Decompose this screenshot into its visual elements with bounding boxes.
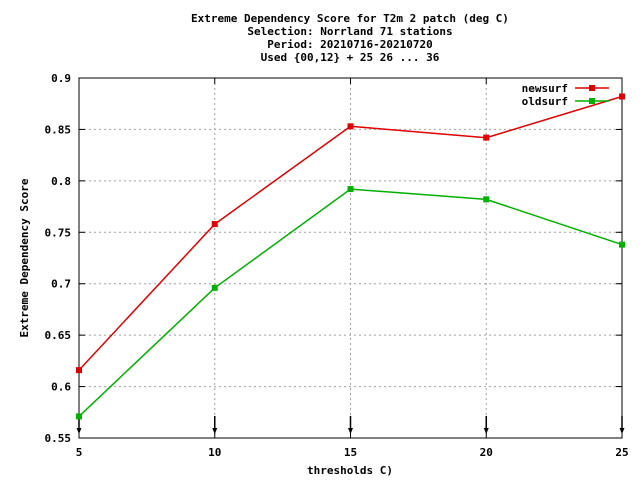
x-tick-label: 20 bbox=[480, 446, 493, 459]
threshold-markers bbox=[76, 416, 625, 434]
data-point-oldsurf bbox=[347, 186, 354, 193]
threshold-marker-arrow bbox=[212, 428, 218, 434]
y-tick-label: 0.7 bbox=[51, 278, 71, 291]
threshold-marker-arrow bbox=[348, 428, 353, 434]
title-line-3: Period: 20210716-20210720 bbox=[267, 38, 433, 51]
data-point-oldsurf bbox=[211, 284, 218, 291]
grid bbox=[79, 78, 622, 438]
x-tick-label: 5 bbox=[76, 446, 83, 459]
data-point-newsurf bbox=[347, 123, 354, 130]
chart-title: Extreme Dependency Score for T2m 2 patch… bbox=[191, 12, 509, 64]
legend-marker-newsurf bbox=[589, 85, 595, 91]
title-line-1: Extreme Dependency Score for T2m 2 patch… bbox=[191, 12, 509, 25]
y-tick-label: 0.9 bbox=[51, 72, 71, 85]
data-point-newsurf bbox=[619, 93, 625, 100]
y-tick-label: 0.6 bbox=[51, 381, 71, 394]
y-tick-label: 0.75 bbox=[45, 226, 72, 239]
y-tick-label: 0.85 bbox=[45, 123, 72, 136]
data-point-newsurf bbox=[76, 367, 82, 374]
data-point-newsurf bbox=[211, 221, 218, 228]
data-point-oldsurf bbox=[76, 413, 82, 420]
data-point-oldsurf bbox=[483, 196, 490, 203]
x-tick-label: 10 bbox=[208, 446, 221, 459]
y-tick-label: 0.8 bbox=[51, 175, 71, 188]
y-axis-ticks: 0.55 0.6 0.65 0.7 0.75 0.8 0.85 0.9 bbox=[45, 72, 622, 445]
series-layer bbox=[76, 93, 625, 420]
title-line-4: Used {00,12} + 25 26 ... 36 bbox=[261, 51, 440, 64]
legend-label-newsurf: newsurf bbox=[522, 82, 568, 95]
data-point-oldsurf bbox=[619, 241, 625, 248]
x-tick-label: 25 bbox=[615, 446, 628, 459]
y-tick-label: 0.55 bbox=[45, 432, 72, 445]
x-axis-ticks: 5 10 15 20 25 bbox=[76, 78, 629, 459]
legend-label-oldsurf: oldsurf bbox=[522, 95, 568, 108]
threshold-marker-arrow bbox=[483, 428, 489, 434]
title-line-2: Selection: Norrland 71 stations bbox=[247, 25, 452, 38]
x-tick-label: 15 bbox=[344, 446, 357, 459]
x-axis-label: thresholds C) bbox=[307, 464, 393, 477]
data-point-newsurf bbox=[483, 134, 490, 141]
y-axis-label: Extreme Dependency Score bbox=[18, 178, 31, 337]
plot-frame bbox=[78, 77, 623, 439]
y-tick-label: 0.65 bbox=[45, 329, 72, 342]
legend-marker-oldsurf bbox=[589, 98, 595, 104]
